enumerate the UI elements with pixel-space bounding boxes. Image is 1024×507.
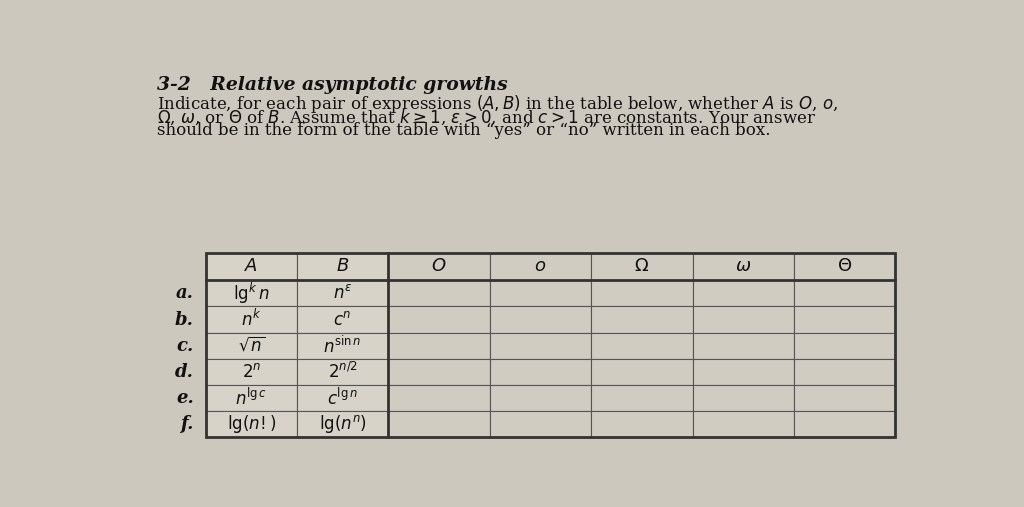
Bar bbox=[297, 385, 388, 411]
Text: f.: f. bbox=[180, 415, 194, 433]
Bar bbox=[388, 385, 489, 411]
Text: $\Theta$: $\Theta$ bbox=[837, 258, 852, 275]
Bar bbox=[794, 306, 895, 333]
Bar bbox=[489, 359, 591, 385]
Text: Indicate, for each pair of expressions $(A, B)$ in the table below, whether $A$ : Indicate, for each pair of expressions $… bbox=[158, 93, 839, 115]
Bar bbox=[794, 280, 895, 306]
Text: a.: a. bbox=[176, 284, 194, 302]
Bar bbox=[206, 359, 297, 385]
Text: $\sqrt{n}$: $\sqrt{n}$ bbox=[238, 337, 265, 355]
Bar bbox=[591, 252, 692, 280]
Text: $n^{\lg c}$: $n^{\lg c}$ bbox=[236, 387, 267, 409]
Text: $B$: $B$ bbox=[336, 258, 349, 275]
Bar bbox=[489, 280, 591, 306]
Bar bbox=[692, 359, 794, 385]
Text: $\Omega$: $\Omega$ bbox=[634, 258, 649, 275]
Bar bbox=[489, 385, 591, 411]
Text: $2^n$: $2^n$ bbox=[242, 363, 261, 381]
Text: $c^n$: $c^n$ bbox=[334, 311, 352, 329]
Text: $O$: $O$ bbox=[431, 258, 446, 275]
Bar bbox=[206, 306, 297, 333]
Bar bbox=[206, 385, 297, 411]
Bar bbox=[388, 306, 489, 333]
Bar bbox=[206, 252, 297, 280]
Bar bbox=[388, 252, 489, 280]
Bar bbox=[692, 411, 794, 438]
Bar bbox=[489, 333, 591, 359]
Text: d.: d. bbox=[175, 363, 194, 381]
Bar bbox=[591, 411, 692, 438]
Text: $2^{n/2}$: $2^{n/2}$ bbox=[328, 362, 357, 382]
Bar bbox=[692, 252, 794, 280]
Text: b.: b. bbox=[175, 311, 194, 329]
Bar bbox=[297, 333, 388, 359]
Bar bbox=[206, 252, 895, 438]
Text: should be in the form of the table with “yes” or “no” written in each box.: should be in the form of the table with … bbox=[158, 122, 771, 139]
Bar bbox=[692, 385, 794, 411]
Bar bbox=[591, 306, 692, 333]
Bar bbox=[591, 385, 692, 411]
Bar bbox=[489, 411, 591, 438]
Bar bbox=[489, 252, 591, 280]
Bar bbox=[794, 385, 895, 411]
Bar bbox=[388, 333, 489, 359]
Text: e.: e. bbox=[176, 389, 194, 407]
Text: $o$: $o$ bbox=[535, 258, 547, 275]
Text: $n^{\epsilon}$: $n^{\epsilon}$ bbox=[333, 284, 352, 302]
Bar bbox=[206, 280, 297, 306]
Bar bbox=[297, 252, 388, 280]
Bar bbox=[297, 411, 388, 438]
Bar bbox=[591, 359, 692, 385]
Bar bbox=[692, 333, 794, 359]
Text: $\lg^k n$: $\lg^k n$ bbox=[232, 281, 269, 306]
Text: $n^{\sin n}$: $n^{\sin n}$ bbox=[324, 335, 361, 356]
Bar bbox=[591, 333, 692, 359]
Text: $n^k$: $n^k$ bbox=[241, 309, 261, 330]
Text: $c^{\lg n}$: $c^{\lg n}$ bbox=[327, 387, 358, 409]
Text: $\lg(n^n)$: $\lg(n^n)$ bbox=[318, 413, 367, 436]
Text: $\Omega$, $\omega$, or $\Theta$ of $B$. Assume that $k \geq 1$, $\epsilon > 0$, : $\Omega$, $\omega$, or $\Theta$ of $B$. … bbox=[158, 108, 816, 127]
Text: 3-2   Relative asymptotic growths: 3-2 Relative asymptotic growths bbox=[158, 76, 508, 94]
Bar bbox=[206, 411, 297, 438]
Bar bbox=[591, 280, 692, 306]
Bar bbox=[297, 306, 388, 333]
Bar bbox=[489, 306, 591, 333]
Bar bbox=[388, 411, 489, 438]
Bar bbox=[794, 411, 895, 438]
Text: $\lg(n!)$: $\lg(n!)$ bbox=[226, 413, 275, 436]
Bar bbox=[206, 333, 297, 359]
Text: $A$: $A$ bbox=[244, 258, 258, 275]
Bar bbox=[794, 359, 895, 385]
Bar bbox=[388, 359, 489, 385]
Bar bbox=[692, 306, 794, 333]
Text: $\omega$: $\omega$ bbox=[735, 258, 752, 275]
Text: c.: c. bbox=[176, 337, 194, 355]
Bar bbox=[388, 280, 489, 306]
Bar bbox=[297, 280, 388, 306]
Bar bbox=[794, 252, 895, 280]
Bar bbox=[297, 359, 388, 385]
Bar bbox=[692, 280, 794, 306]
Bar bbox=[794, 333, 895, 359]
